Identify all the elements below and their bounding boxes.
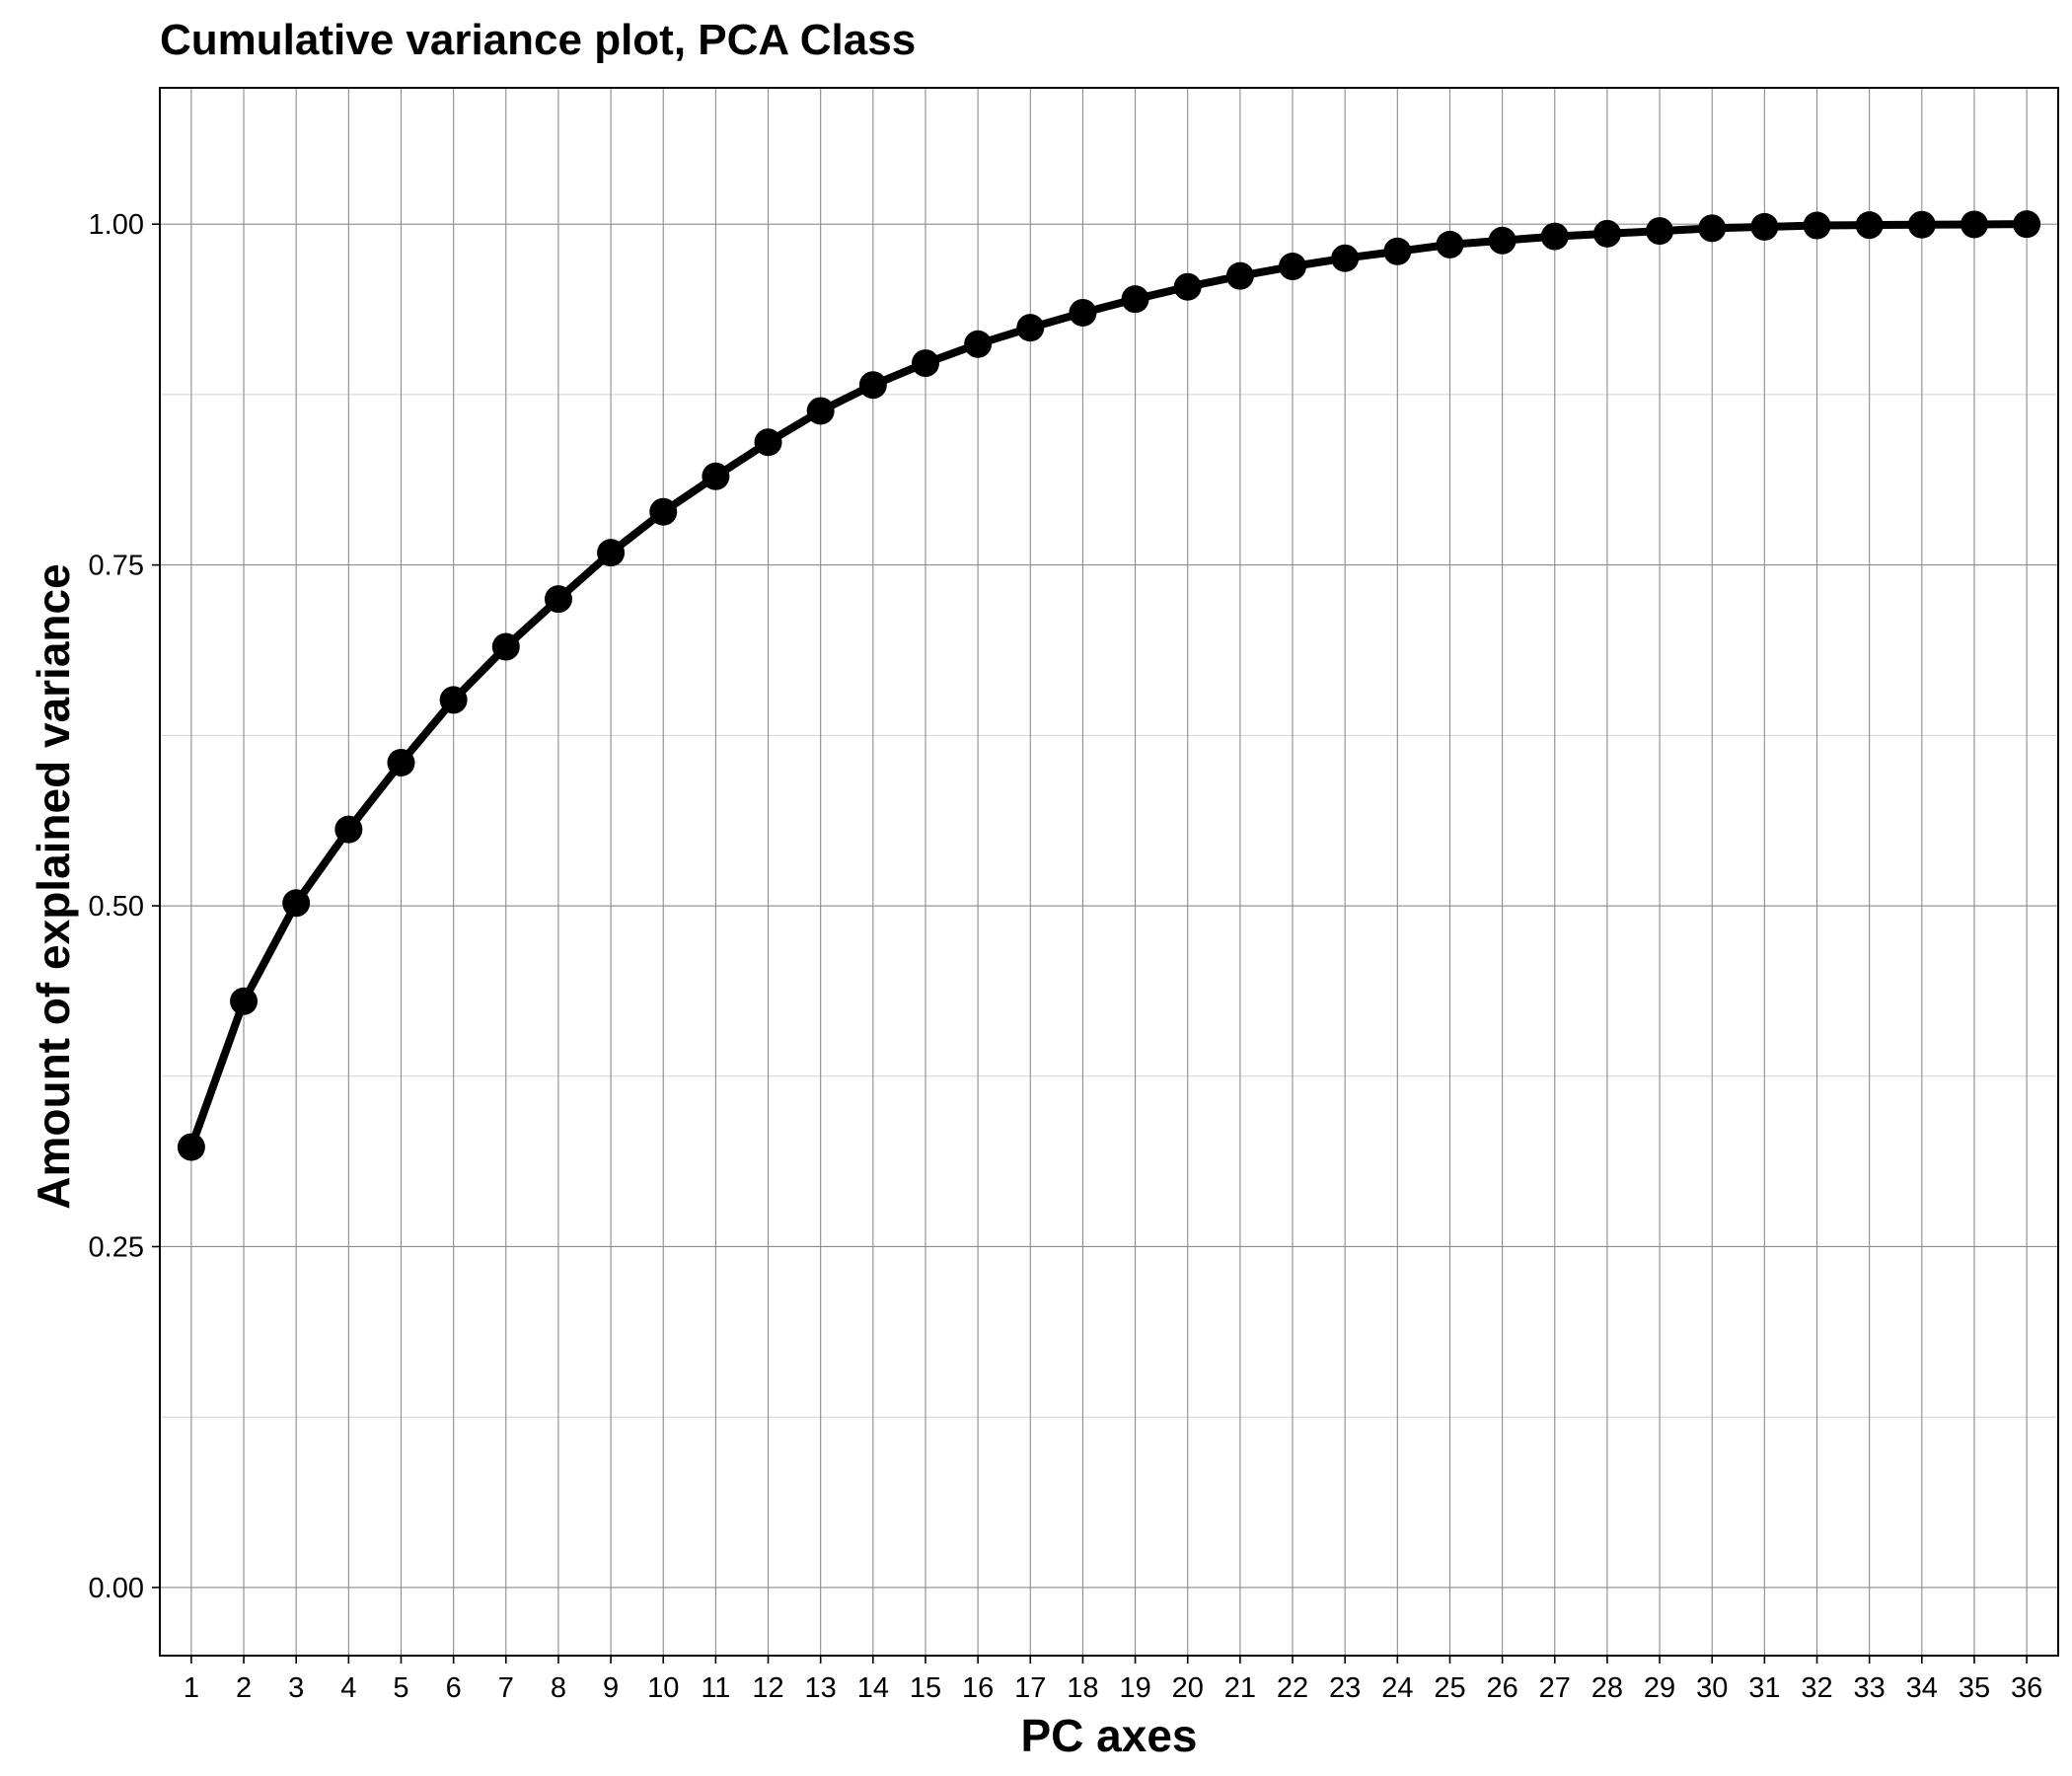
- x-tick-label: 8: [551, 1672, 566, 1704]
- data-point: [439, 686, 468, 714]
- data-point: [544, 585, 572, 614]
- data-point: [1750, 212, 1779, 241]
- data-point: [1646, 217, 1674, 246]
- x-tick-label: 14: [857, 1672, 889, 1704]
- data-point: [1907, 210, 1936, 239]
- x-tick-label: 21: [1224, 1672, 1256, 1704]
- data-point: [1069, 298, 1097, 327]
- data-point: [334, 815, 363, 844]
- data-point: [491, 632, 520, 661]
- plot-panel-border: [159, 87, 2059, 1657]
- data-point: [1803, 211, 1831, 240]
- x-tick-label: 3: [288, 1672, 304, 1704]
- x-tick-label: 2: [236, 1672, 252, 1704]
- x-tick-label: 25: [1434, 1672, 1465, 1704]
- x-tick-label: 11: [701, 1672, 730, 1704]
- series-line: [186, 220, 2032, 1151]
- x-tick-label: 24: [1381, 1672, 1413, 1704]
- data-point: [2013, 210, 2041, 239]
- data-point: [1592, 219, 1621, 248]
- data-point: [1383, 237, 1412, 265]
- y-tick-label: 0.25: [89, 1231, 144, 1263]
- x-tick-label: 30: [1696, 1672, 1728, 1704]
- y-tick-label: 1.00: [89, 209, 144, 241]
- data-point: [1173, 272, 1202, 301]
- chart-title: Cumulative variance plot, PCA Class: [160, 16, 916, 64]
- data-point: [806, 397, 835, 425]
- data-point: [597, 539, 626, 567]
- x-tick-label: 17: [1014, 1672, 1046, 1704]
- x-tick-label: 6: [446, 1672, 462, 1704]
- grid-lines: [160, 88, 2058, 1656]
- data-point: [1436, 230, 1464, 259]
- x-tick-label: 33: [1854, 1672, 1886, 1704]
- x-tick-label: 23: [1329, 1672, 1361, 1704]
- data-point: [1016, 314, 1045, 342]
- data-point: [858, 371, 887, 400]
- x-tick-label: 36: [2011, 1672, 2042, 1704]
- x-tick-label: 29: [1644, 1672, 1675, 1704]
- x-tick-label: 13: [805, 1672, 837, 1704]
- data-point: [387, 748, 415, 777]
- x-tick-label: 12: [752, 1672, 783, 1704]
- x-tick-label: 27: [1539, 1672, 1571, 1704]
- x-tick-label: 28: [1591, 1672, 1623, 1704]
- x-tick-label: 7: [498, 1672, 514, 1704]
- data-point: [230, 987, 259, 1015]
- data-point: [1960, 210, 1988, 239]
- x-axis-title: PC axes: [1020, 1710, 1197, 1761]
- data-point: [754, 428, 782, 457]
- x-tick-label: 35: [1959, 1672, 1990, 1704]
- x-tick-label: 34: [1906, 1672, 1938, 1704]
- x-tick-label: 16: [962, 1672, 994, 1704]
- series-layer: [177, 210, 2041, 1161]
- data-point: [177, 1133, 205, 1161]
- y-axis-title: Amount of explained variance: [28, 563, 79, 1209]
- x-tick-label: 1: [184, 1672, 199, 1704]
- data-point: [1698, 214, 1727, 243]
- data-point: [702, 462, 730, 490]
- x-tick-label: 20: [1172, 1672, 1204, 1704]
- x-tick-label: 15: [910, 1672, 941, 1704]
- data-point: [911, 349, 939, 378]
- data-point: [1121, 285, 1149, 314]
- x-tick-label: 26: [1486, 1672, 1517, 1704]
- data-point: [1540, 222, 1569, 251]
- x-tick-label: 18: [1067, 1672, 1098, 1704]
- x-tick-label: 5: [393, 1672, 408, 1704]
- data-point: [649, 497, 678, 526]
- data-point: [282, 889, 311, 918]
- x-tick-label: 31: [1748, 1672, 1780, 1704]
- x-tick-label: 4: [340, 1672, 356, 1704]
- x-tick-label: 32: [1801, 1672, 1832, 1704]
- data-point: [1279, 253, 1307, 281]
- axis-ticks: 0.000.250.500.751.001 2 3 4 5 6 7 8 9 10 11 12 13 14 1…: [89, 209, 2043, 1704]
- y-tick-label: 0.50: [89, 891, 144, 923]
- x-tick-label: 10: [647, 1672, 679, 1704]
- y-tick-label: 0.75: [89, 551, 144, 582]
- data-point: [1855, 211, 1884, 240]
- data-point: [1488, 226, 1517, 255]
- data-point: [1331, 244, 1360, 272]
- x-tick-label: 9: [603, 1672, 619, 1704]
- x-tick-label: 19: [1119, 1672, 1150, 1704]
- data-point: [964, 330, 993, 358]
- y-tick-label: 0.00: [89, 1573, 144, 1604]
- x-tick-label: 22: [1277, 1672, 1308, 1704]
- data-point: [1225, 261, 1254, 290]
